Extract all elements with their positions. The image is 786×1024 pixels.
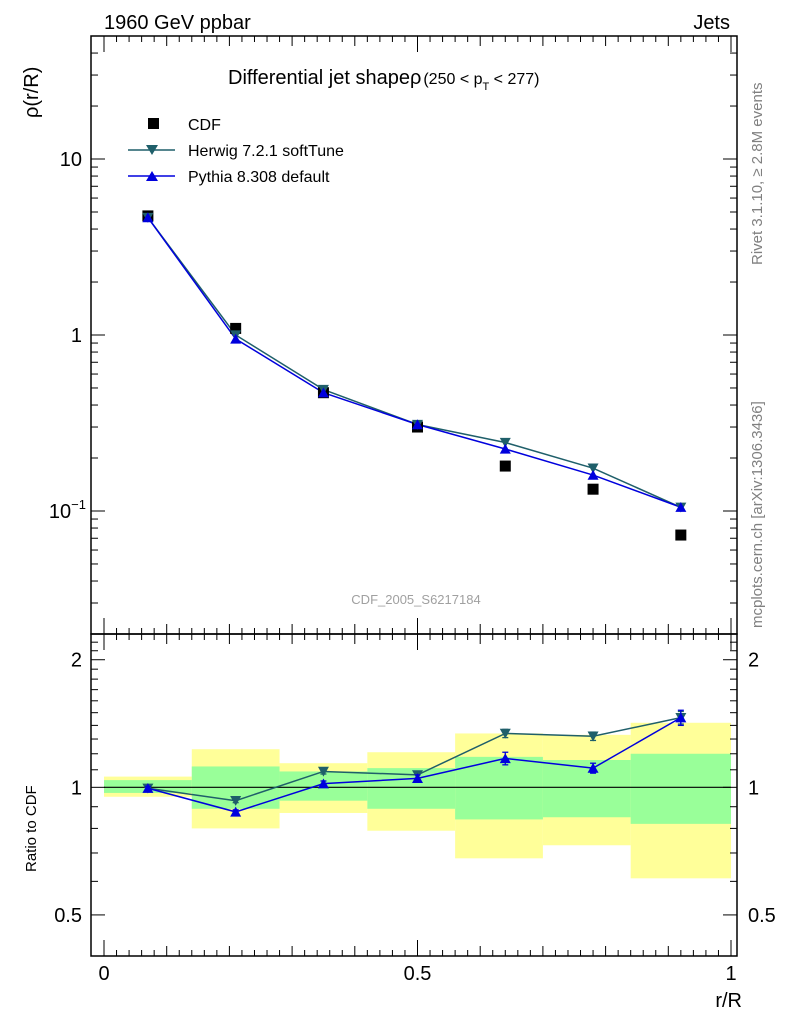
ratio-point-1 <box>587 762 599 773</box>
ratio-point-1 <box>675 712 687 723</box>
main-x-ticks <box>103 36 732 634</box>
main-series <box>142 210 687 541</box>
ratio-y-axis-label: Ratio to CDF <box>23 785 40 872</box>
ratio-frame <box>90 633 738 957</box>
main-y-axis-label: ρ(r/R) <box>21 67 43 118</box>
legend-marker-cdf <box>148 118 159 129</box>
ratio-x-ticks: 0 0.5 1 <box>98 634 737 985</box>
main-point-2 <box>587 469 599 480</box>
legend-marker-pythia <box>146 171 158 181</box>
chart-title: Differential jet shapeρ (250 < pT < 277) <box>228 67 540 93</box>
x-tick-label: 1 <box>725 963 736 985</box>
main-y-tick-label-exponent: −1 <box>71 497 86 512</box>
ratio-point-1 <box>412 773 423 784</box>
main-y-tick-label: 10 <box>60 149 82 171</box>
ratio-point-0 <box>230 796 242 806</box>
ratio-y-tick-label-right: 0.5 <box>748 905 776 927</box>
ratio-series <box>142 709 687 817</box>
main-point-cdf <box>230 322 242 334</box>
main-y-tick-label-base: 10 <box>49 501 71 523</box>
ratio-band-green <box>630 753 731 824</box>
ratio-bands <box>104 722 731 879</box>
x-axis-label: r/R <box>715 990 742 1012</box>
legend-marker-herwig <box>146 145 158 155</box>
ratio-point-0 <box>587 731 599 742</box>
x-tick-label: 0.5 <box>404 963 432 985</box>
chart-title-main: Differential jet shapeρ <box>228 67 421 89</box>
x-tick-label: 0 <box>98 963 109 985</box>
main-point-2 <box>412 419 423 430</box>
ratio-y-tick-label-right: 2 <box>748 650 759 672</box>
ratio-y-tick-label-left: 0.5 <box>54 905 82 927</box>
ratio-point-1 <box>230 806 242 817</box>
main-point-2 <box>230 333 242 344</box>
ratio-point-1 <box>499 753 511 764</box>
ratio-y-tick-label-right: 1 <box>748 777 759 799</box>
main-series-line-1 <box>147 217 682 508</box>
main-point-2 <box>142 212 154 223</box>
main-point-2 <box>675 502 687 512</box>
ratio-y-ticks: 2 2 1 1 0.5 0.5 <box>54 641 776 957</box>
mcplots-label: mcplots.cern.ch [arXiv:1306.3436] <box>749 401 766 628</box>
header-left: 1960 GeV ppbar <box>104 12 251 34</box>
main-y-tick-label: 10−1 <box>49 497 86 523</box>
rivet-label: Rivet 3.1.10, ≥ 2.8M events <box>749 83 766 266</box>
ratio-band-green <box>455 756 543 820</box>
ratio-y-tick-label-left: 2 <box>71 650 82 672</box>
chart-title-sub-post: < 277) <box>489 71 539 88</box>
ratio-point-0 <box>499 728 511 739</box>
legend-label-pythia: Pythia 8.308 default <box>188 169 330 186</box>
header-right: Jets <box>693 12 730 34</box>
main-point-2 <box>317 387 329 398</box>
ratio-y-tick-label-left: 1 <box>71 777 82 799</box>
main-point-cdf <box>587 483 599 495</box>
main-series-line-2 <box>147 217 682 508</box>
chart-title-sub-pre: (250 < p <box>423 71 482 88</box>
ratio-point-1 <box>317 778 329 789</box>
ratio-panel: 2 21 10.5 0.5 0 0.5 1 <box>54 633 776 985</box>
analysis-watermark: CDF_2005_S6217184 <box>351 592 480 607</box>
legend-label-herwig: Herwig 7.2.1 softTune <box>188 143 344 160</box>
ratio-band-green <box>542 760 631 818</box>
main-point-cdf <box>675 529 687 541</box>
ratio-point-0 <box>317 766 329 777</box>
ratio-point-1 <box>142 783 154 793</box>
main-y-tick-label: 1 <box>71 325 82 347</box>
chart-title-sub-subscript: T <box>483 81 490 93</box>
legend: CDF Herwig 7.2.1 softTune Pythia 8.308 d… <box>128 117 344 186</box>
main-point-2 <box>499 443 511 454</box>
legend-label-cdf: CDF <box>188 117 221 134</box>
main-point-1 <box>587 463 599 474</box>
main-point-cdf <box>499 460 511 472</box>
main-point-1 <box>499 437 511 448</box>
